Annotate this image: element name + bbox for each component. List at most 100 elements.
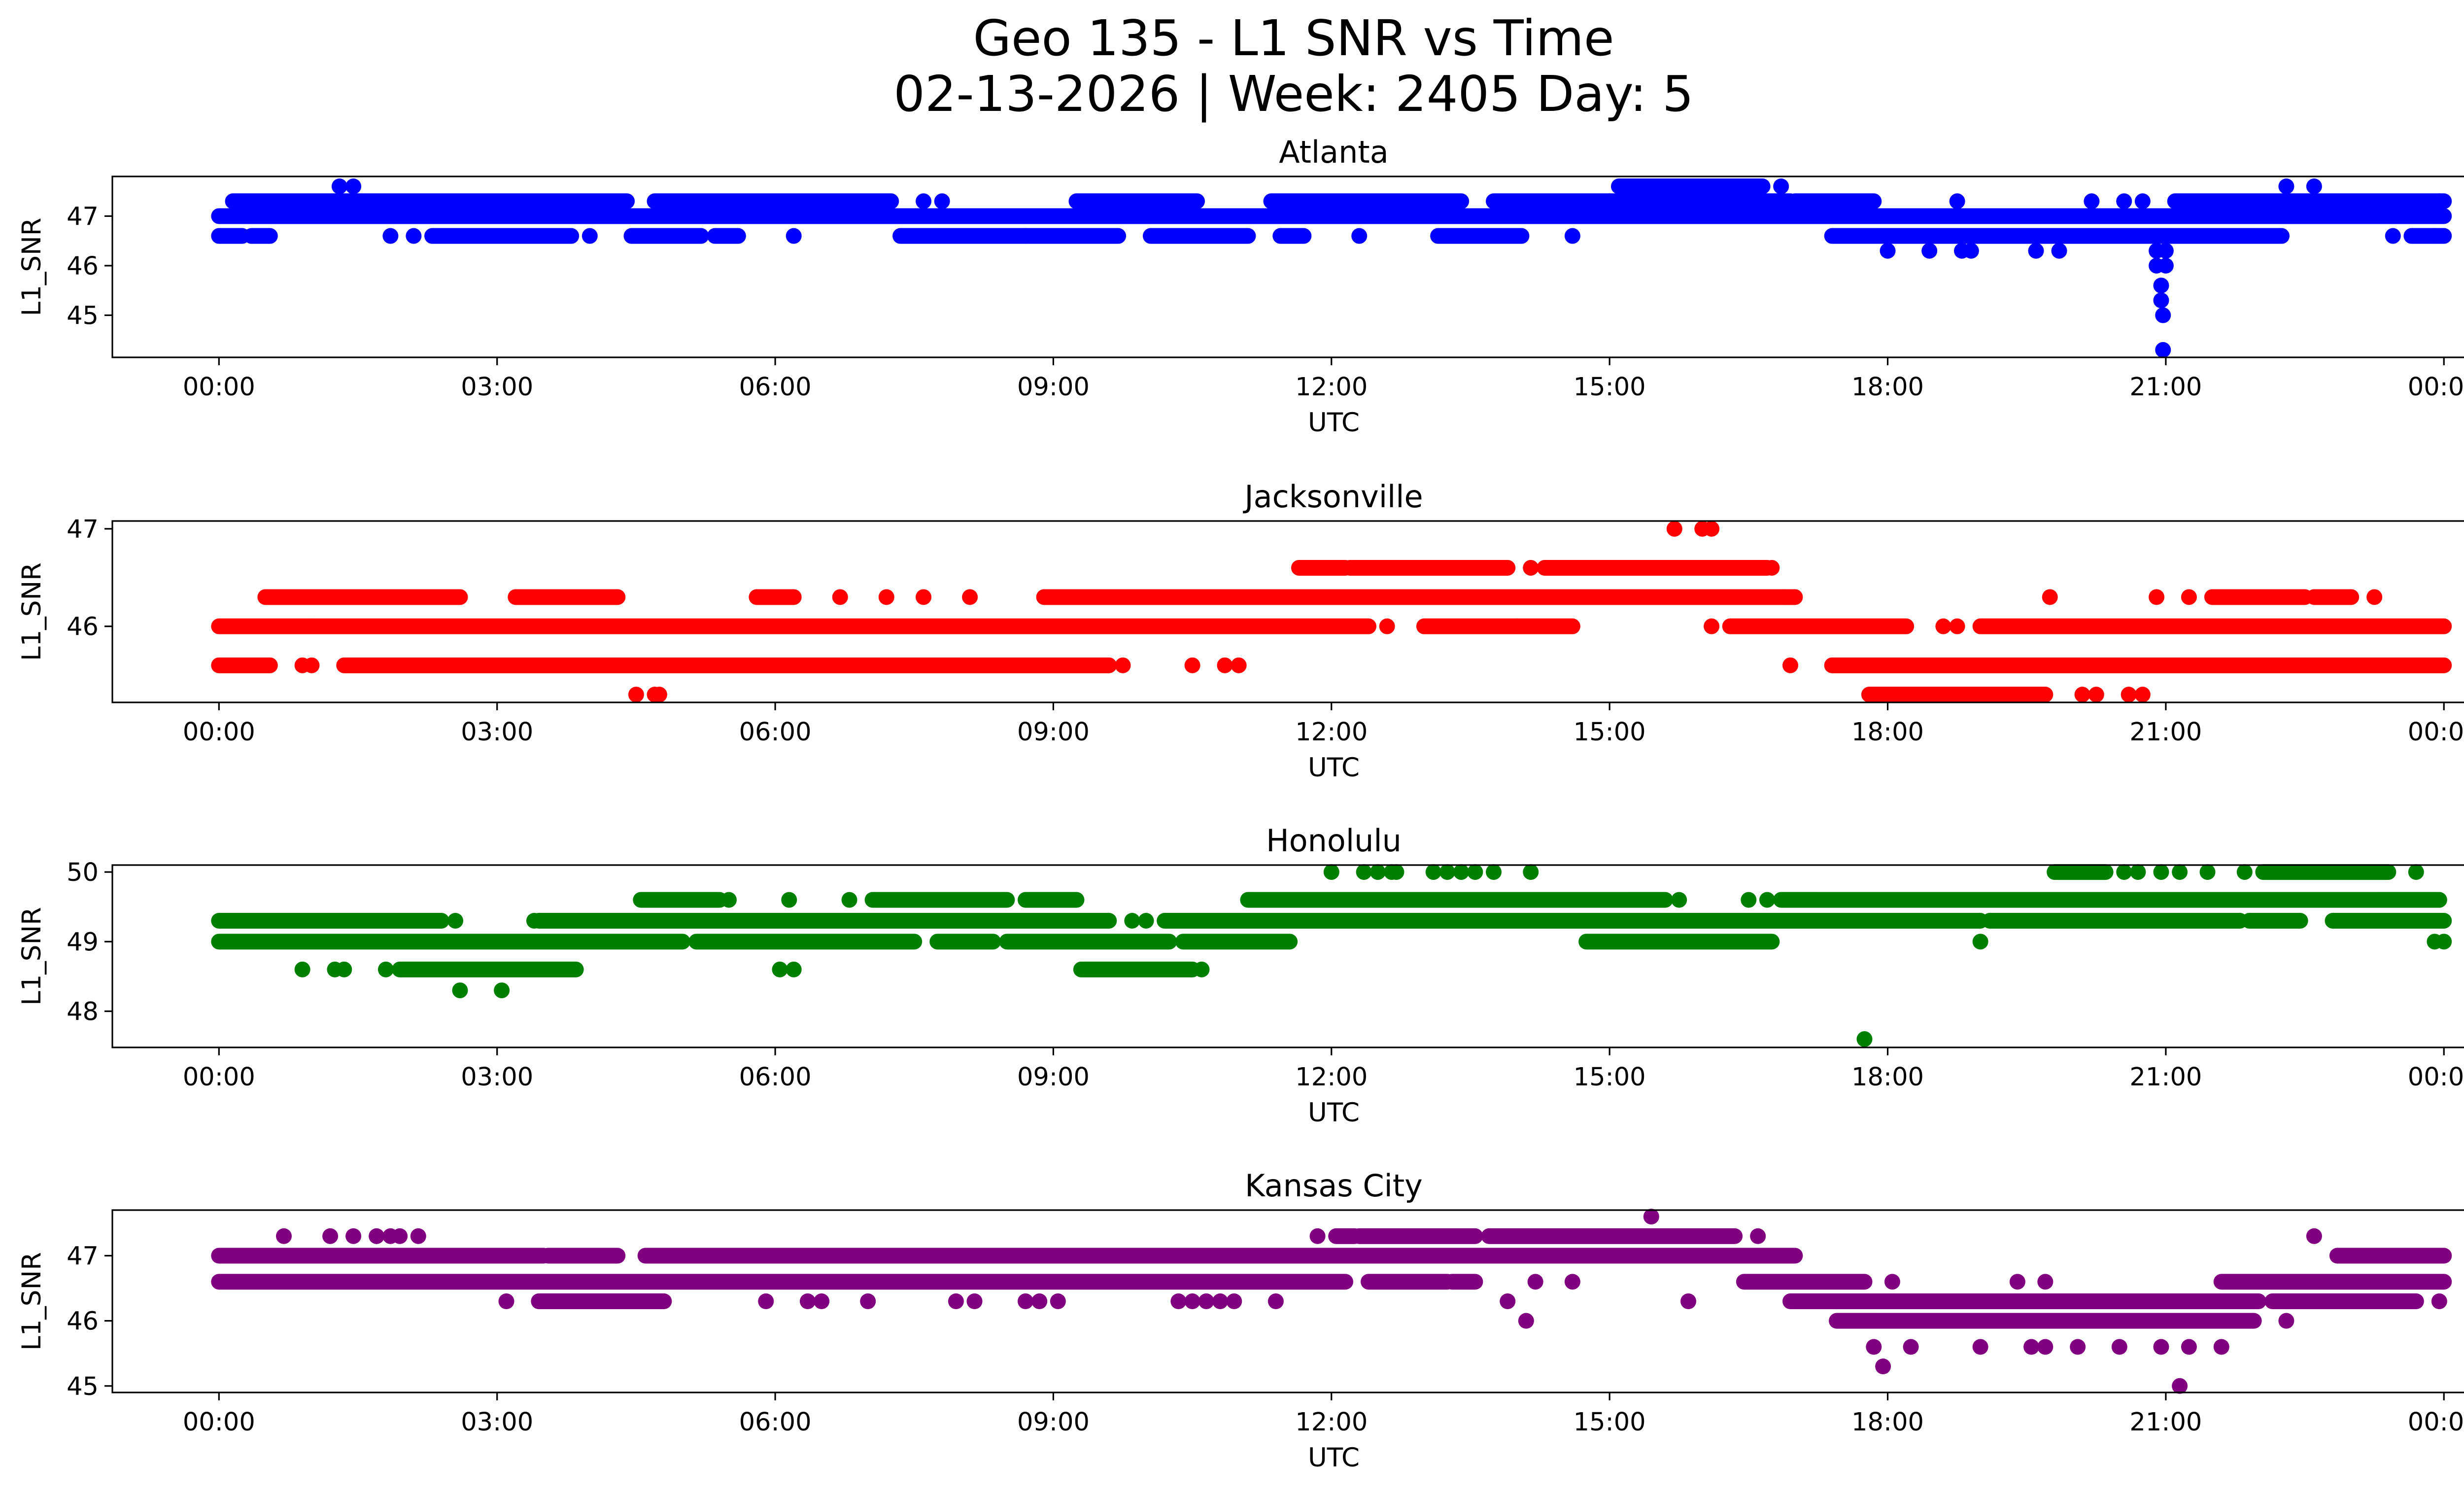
scatter-point: [494, 982, 510, 999]
scatter-point: [2385, 228, 2401, 244]
scatter-point: [2366, 589, 2383, 605]
scatter-point: [1500, 1293, 1516, 1309]
scatter-point: [345, 178, 362, 195]
scatter-point: [1138, 912, 1154, 929]
scatter-point: [2155, 307, 2171, 323]
scatter-point: [2042, 589, 2058, 605]
scatter-point: [1680, 1293, 1697, 1309]
y-tick-label: 46: [67, 252, 99, 281]
x-tick-label: 03:00: [461, 373, 533, 402]
scatter-point: [382, 228, 399, 244]
scatter-point: [2306, 1228, 2322, 1244]
scatter-point: [1741, 892, 1757, 908]
scatter-point: [1764, 559, 1780, 576]
scatter-point: [962, 589, 978, 605]
scatter-point: [1564, 228, 1580, 244]
scatter-series: [211, 178, 2452, 358]
scatter-point: [331, 178, 347, 195]
x-tick-label: 03:00: [461, 718, 533, 747]
scatter-point: [2084, 193, 2100, 209]
scatter-point: [1184, 1293, 1200, 1309]
x-tick-label: 00:00: [2408, 1063, 2464, 1092]
scatter-point: [1759, 892, 1775, 908]
x-tick-label: 06:00: [739, 1063, 812, 1092]
scatter-point: [2028, 243, 2044, 259]
scatter-point: [2172, 864, 2188, 880]
x-tick-label: 18:00: [1851, 373, 1924, 402]
scatter-point: [1523, 864, 1539, 880]
scatter-point: [2153, 278, 2169, 294]
panel-title: Honolulu: [1266, 823, 1402, 859]
scatter-point: [1369, 864, 1386, 880]
x-tick-label: 06:00: [739, 718, 812, 747]
panel-kansas-city: Kansas City 00:00 03:00 06:00 09:00 12:00 15:0…: [17, 1168, 2464, 1473]
scatter-point: [1523, 559, 1539, 576]
x-tick-label: 12:00: [1295, 1408, 1368, 1437]
scatter-point: [1666, 521, 1682, 537]
scatter-point: [294, 961, 310, 977]
axes-frame: [111, 520, 2464, 703]
x-tick-label: 00:00: [183, 1063, 255, 1092]
x-axis-label: UTC: [1308, 1098, 1360, 1128]
scatter-point: [1903, 1339, 1919, 1355]
y-tick-label: 47: [67, 1242, 99, 1271]
scatter-point: [2213, 1339, 2229, 1355]
scatter-point: [2111, 1339, 2127, 1355]
x-tick-label: 15:00: [1574, 718, 1646, 747]
scatter-point: [392, 1228, 408, 1244]
panel-title: Kansas City: [1245, 1168, 1423, 1204]
scatter-point: [2088, 687, 2104, 703]
scatter-series: [211, 1209, 2452, 1394]
x-tick-label: 09:00: [1017, 373, 1090, 402]
scatter-series: [211, 864, 2452, 1047]
panel-atlanta: Atlanta 00:00 03:00 06:00 09:00 12:00 15:00 18:…: [17, 134, 2464, 438]
scatter-point: [860, 1293, 876, 1309]
scatter-point: [447, 912, 464, 929]
scatter-point: [1226, 1293, 1242, 1309]
x-tick-label: 12:00: [1295, 1063, 1368, 1092]
y-tick-label: 47: [67, 202, 99, 231]
scatter-point: [2199, 864, 2216, 880]
scatter-point: [2157, 257, 2174, 274]
scatter-point: [799, 1293, 816, 1309]
scatter-point: [1124, 912, 1140, 929]
x-axis-label: UTC: [1308, 1443, 1360, 1473]
panel-jacksonville: Jacksonville 00:00 03:00 06:00 09:00 12:00 15:…: [17, 479, 2464, 783]
scatter-point: [2278, 1313, 2294, 1329]
scatter-point: [1782, 657, 1798, 673]
scatter-point: [1439, 864, 1455, 880]
scatter-point: [582, 228, 598, 244]
scatter-point: [2155, 342, 2171, 358]
scatter-point: [814, 1293, 830, 1309]
scatter-point: [1963, 243, 1979, 259]
scatter-point: [1356, 864, 1372, 880]
scatter-point: [934, 193, 950, 209]
x-tick-label: 15:00: [1574, 373, 1646, 402]
scatter-point: [1509, 618, 1525, 634]
scatter-point: [1453, 864, 1470, 880]
scatter-point: [2070, 1339, 2086, 1355]
scatter-point: [1685, 208, 1701, 224]
x-tick-label: 18:00: [1851, 718, 1924, 747]
scatter-point: [377, 961, 394, 977]
scatter-point: [1972, 1339, 1988, 1355]
scatter-point: [841, 892, 857, 908]
scatter-point: [2153, 292, 2169, 309]
x-tick-label: 21:00: [2129, 1408, 2202, 1437]
x-tick-label: 09:00: [1017, 718, 1090, 747]
scatter-point: [2181, 589, 2197, 605]
scatter-point: [2236, 864, 2253, 880]
scatter-point: [1031, 1293, 1048, 1309]
scatter-point: [1875, 1358, 1891, 1375]
scatter-point: [1935, 618, 1951, 634]
scatter-point: [276, 1228, 292, 1244]
x-axis-label: UTC: [1308, 408, 1360, 438]
scatter-point: [966, 1293, 983, 1309]
scatter-point: [1379, 618, 1395, 634]
scatter-point: [1467, 864, 1483, 880]
scatter-point: [2157, 243, 2174, 259]
scatter-point: [2051, 243, 2067, 259]
scatter-point: [878, 589, 894, 605]
